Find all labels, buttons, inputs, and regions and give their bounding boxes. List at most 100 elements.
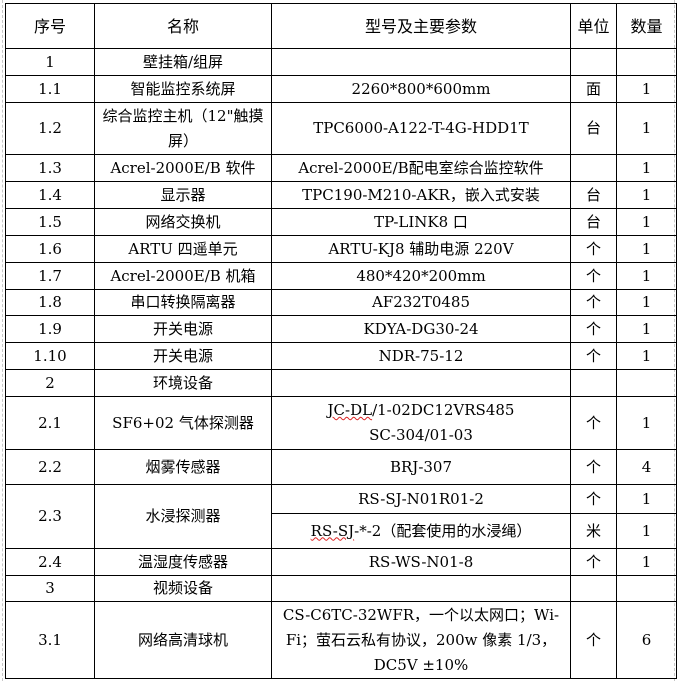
cell-name: 串口转换隔离器	[94, 289, 272, 316]
cell-name: Acrel-2000E/B 软件	[94, 154, 272, 182]
cell-unit: 米	[570, 513, 617, 549]
cell-qty	[616, 369, 677, 397]
table-row: 1 壁挂箱/组屏	[5, 48, 677, 76]
cell-model: KDYA-DG30-24	[271, 315, 571, 343]
model-part: JC-DL	[327, 401, 373, 419]
cell-unit: 台	[570, 181, 617, 209]
cell-qty: 1	[616, 513, 677, 549]
cell-no: 1.2	[5, 102, 95, 155]
cell-unit: 台	[570, 208, 617, 236]
cell-qty: 1	[616, 181, 677, 209]
cell-name: 网络高清球机	[94, 601, 272, 679]
cell-model: TP-LINK8 口	[271, 208, 571, 236]
cell-name: Acrel-2000E/B 机箱	[94, 262, 272, 290]
cell-name: 温湿度传感器	[94, 548, 272, 576]
table-row: 2 环境设备	[5, 369, 677, 397]
cell-model: 2260*800*600mm	[271, 75, 571, 103]
cell-unit	[570, 369, 617, 397]
equipment-table: 序号 名称 型号及主要参数 单位 数量 1 壁挂箱/组屏 1.1 智能监控系统屏 2260*800…	[5, 3, 677, 679]
cell-qty: 1	[616, 289, 677, 316]
table-row: 3 视频设备	[5, 575, 677, 602]
model-part: RS-SJ	[310, 521, 355, 540]
table-row: 1.8 串口转换隔离器 AF232T0485 个 1	[5, 289, 677, 316]
cell-no: 1.7	[5, 262, 95, 290]
cell-model: ARTU-KJ8 辅助电源 220V	[271, 235, 571, 263]
cell-name: 视频设备	[94, 575, 272, 602]
cell-no: 3.1	[5, 601, 95, 679]
cell-model	[271, 575, 571, 602]
cell-unit: 个	[570, 548, 617, 576]
cell-no: 2	[5, 369, 95, 397]
cell-unit: 个	[570, 601, 617, 679]
cell-no: 1.5	[5, 208, 95, 236]
table-row: 1.7 Acrel-2000E/B 机箱 480*420*200mm 个 1	[5, 262, 677, 290]
cell-name: 壁挂箱/组屏	[94, 48, 272, 76]
cell-unit: 个	[570, 396, 617, 450]
cell-model: CS-C6TC-32WFR，一个以太网口；Wi-Fi；萤石云私有协议，200w …	[271, 601, 571, 679]
table-row: 1.2 综合监控主机（12"触摸屏） TPC6000-A122-T-4G-HDD1T…	[5, 102, 677, 155]
cell-qty: 1	[616, 102, 677, 155]
cell-name: 网络交换机	[94, 208, 272, 236]
cell-qty: 4	[616, 449, 677, 485]
cell-unit: 个	[570, 342, 617, 370]
cell-model: BRJ-307	[271, 449, 571, 485]
cell-qty: 6	[616, 601, 677, 679]
table-row: 2.3 水浸探测器 RS-SJ-N01R01-2 个 1	[5, 484, 677, 549]
table-row: RS-SJ-*-2（配套使用的水浸绳）米 1	[6, 513, 677, 549]
cell-name: 开关电源	[94, 342, 272, 370]
model-part: -*-2（配套使用的水浸绳）	[354, 521, 532, 540]
cell-name: 综合监控主机（12"触摸屏）	[94, 102, 272, 155]
cell-unit: 个	[570, 289, 617, 316]
cell-no: 2.3	[5, 484, 95, 549]
cell-qty: 1	[616, 484, 677, 514]
cell-qty	[616, 48, 677, 76]
header-row: 序号 名称 型号及主要参数 单位 数量	[5, 3, 677, 49]
cell-qty: 1	[616, 235, 677, 263]
header-no: 序号	[5, 3, 95, 49]
cell-model: NDR-75-12	[271, 342, 571, 370]
cell-model: 480*420*200mm	[271, 262, 571, 290]
cell-no: 1.10	[5, 342, 95, 370]
cell-no: 1.4	[5, 181, 95, 209]
cell-name: SF6+02 气体探测器	[94, 396, 272, 450]
cell-name: 开关电源	[94, 315, 272, 343]
header-model: 型号及主要参数	[271, 3, 571, 49]
cell-unit	[570, 154, 617, 182]
cell-unit: 个	[570, 315, 617, 343]
table-row: 1.9 开关电源 KDYA-DG30-24 个 1	[5, 315, 677, 343]
cell-qty: 1	[616, 315, 677, 343]
table-row: 1.4 显示器 TPC190-M210-AKR，嵌入式安装台 1	[5, 181, 677, 209]
table-row: 2.2 烟雾传感器 BRJ-307 个 4	[5, 449, 677, 485]
cell-qty: 1	[616, 154, 677, 182]
cell-unit	[570, 48, 617, 76]
model-part: /1-02DC12VRS485	[372, 401, 515, 419]
table-row: 1.3 Acrel-2000E/B 软件 Acrel-2000E/B配电室综合监控软…	[5, 154, 677, 182]
cell-model	[271, 48, 571, 76]
cell-unit: 个	[570, 449, 617, 485]
cell-qty: 1	[616, 548, 677, 576]
cell-name: ARTU 四遥单元	[94, 235, 272, 263]
cell-unit	[570, 575, 617, 602]
cell-unit: 个	[570, 235, 617, 263]
cell-no: 1.9	[5, 315, 95, 343]
model-line: SC-304/01-03	[369, 426, 473, 444]
cell-model: RS-SJ-*-2（配套使用的水浸绳）	[271, 513, 571, 549]
cell-qty: 1	[616, 262, 677, 290]
cell-qty: 1	[616, 342, 677, 370]
cell-model: Acrel-2000E/B配电室综合监控软件	[271, 154, 571, 182]
cell-name: 烟雾传感器	[94, 449, 272, 485]
cell-unit: 个	[570, 484, 617, 514]
table-row: 2.4 温湿度传感器 RS-WS-N01-8 个 1	[5, 548, 677, 576]
cell-no: 2.4	[5, 548, 95, 576]
cell-unit: 面	[570, 75, 617, 103]
cell-no: 1.3	[5, 154, 95, 182]
cell-name: 水浸探测器	[94, 484, 272, 549]
cell-model: AF232T0485	[271, 289, 571, 316]
header-qty: 数量	[616, 3, 677, 49]
cell-no: 1.8	[5, 289, 95, 316]
cell-qty: 1	[616, 75, 677, 103]
header-name: 名称	[94, 3, 272, 49]
cell-model: RS-SJ-N01R01-2	[271, 484, 571, 514]
cell-name: 智能监控系统屏	[94, 75, 272, 103]
